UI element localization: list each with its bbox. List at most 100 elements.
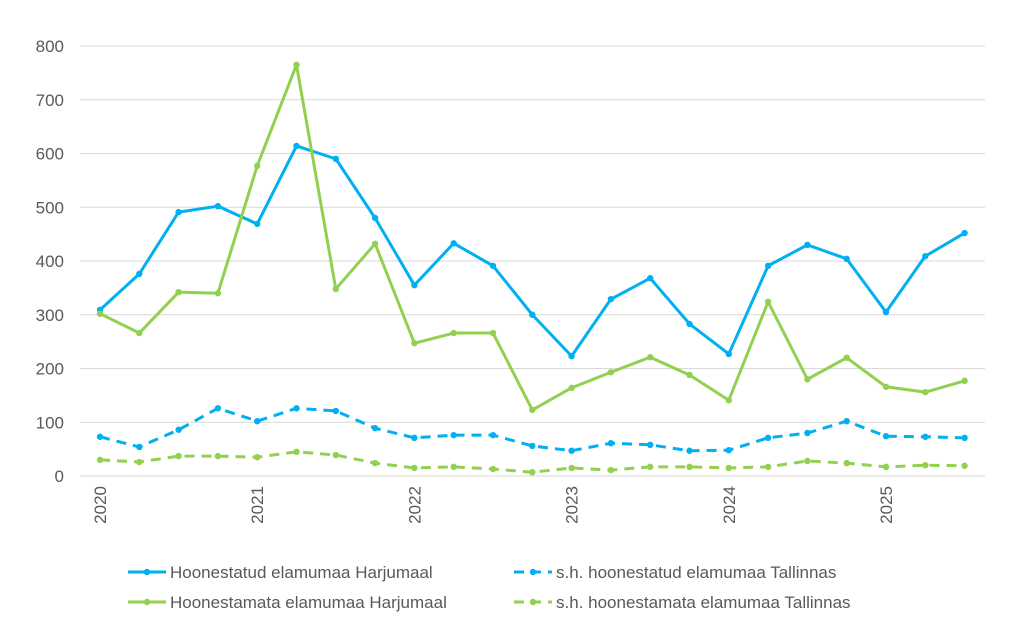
data-point [136, 270, 143, 278]
data-point [411, 434, 418, 442]
data-point [136, 329, 143, 337]
y-tick-label: 200 [36, 360, 64, 379]
data-point [882, 463, 890, 471]
x-tick-label: 2025 [877, 486, 896, 524]
data-point [725, 447, 732, 454]
data-point [922, 433, 929, 440]
y-tick-label: 300 [36, 306, 64, 325]
data-point [647, 463, 654, 471]
legend-label: s.h. hoonestatud elamumaa Tallinnas [556, 563, 836, 582]
data-point [332, 407, 339, 415]
data-point [489, 329, 497, 337]
data-point [293, 142, 300, 150]
data-point [843, 459, 850, 467]
legend-marker [143, 568, 151, 576]
data-point [961, 434, 968, 442]
data-point [254, 453, 261, 461]
data-point [922, 388, 929, 396]
data-point [647, 441, 654, 449]
data-point [293, 448, 300, 456]
data-point [764, 434, 772, 442]
legend-label: Hoonestamata elamumaa Harjumaal [170, 593, 447, 612]
gridlines [80, 45, 985, 477]
data-point [568, 464, 575, 472]
x-tick-label: 2023 [563, 486, 582, 524]
data-point [489, 465, 497, 473]
data-point [804, 376, 811, 383]
data-point [647, 275, 654, 282]
data-point [175, 452, 182, 460]
data-point [489, 431, 497, 439]
y-tick-label: 0 [55, 467, 64, 486]
data-point [529, 442, 536, 450]
series-line [99, 63, 966, 412]
y-tick-label: 500 [36, 198, 64, 217]
legend-marker [143, 598, 151, 606]
data-point [686, 463, 693, 471]
data-point [607, 440, 615, 447]
data-point [843, 417, 850, 425]
data-point [961, 377, 968, 385]
data-point [332, 155, 339, 163]
data-point [725, 464, 732, 472]
data-point [450, 463, 457, 471]
data-point [411, 340, 418, 347]
data-point [764, 298, 772, 306]
data-point [607, 369, 615, 376]
y-tick-label: 100 [36, 413, 64, 432]
data-point [332, 285, 339, 293]
data-point [843, 354, 850, 361]
data-point [96, 310, 104, 317]
data-point [254, 220, 261, 228]
y-tick-label: 700 [36, 91, 64, 110]
data-point [882, 433, 890, 440]
series-line [99, 406, 965, 453]
data-point [686, 447, 693, 454]
data-point [568, 352, 575, 360]
data-point [961, 462, 968, 469]
x-tick-label: 2024 [720, 486, 739, 524]
data-point [254, 162, 261, 170]
data-point [725, 397, 732, 404]
data-point [568, 384, 575, 392]
data-point [647, 354, 654, 361]
data-point [411, 281, 418, 289]
data-point [214, 405, 222, 412]
data-point [175, 288, 182, 296]
data-point [450, 240, 457, 247]
data-point [450, 431, 457, 439]
data-point [489, 262, 497, 270]
data-point [607, 466, 615, 474]
legend-marker [529, 598, 537, 606]
data-point [568, 447, 575, 454]
data-point [293, 61, 300, 69]
y-axis-ticks: 0 100 200 300 400 500 600 700 800 [36, 37, 64, 486]
x-tick-label: 2022 [405, 486, 424, 524]
legend-label: s.h. hoonestamata elamumaa Tallinnas [556, 593, 851, 612]
data-point [804, 429, 811, 437]
data-point [214, 452, 222, 460]
data-point [175, 208, 182, 216]
series-lines [96, 61, 968, 476]
data-point [450, 329, 457, 337]
data-point [293, 405, 300, 412]
data-point [371, 240, 379, 247]
data-point [843, 255, 850, 263]
data-point [804, 241, 811, 249]
data-point [529, 469, 536, 476]
data-point [961, 229, 968, 237]
data-point [882, 308, 890, 316]
data-point [804, 457, 811, 465]
data-point [371, 214, 379, 222]
data-point [332, 451, 339, 459]
data-point [607, 295, 615, 303]
x-axis-ticks: 2020 2021 2022 2023 2024 2025 [91, 486, 896, 524]
data-point [136, 458, 143, 466]
data-point [214, 290, 222, 297]
data-point [764, 463, 772, 471]
data-point [175, 426, 182, 433]
legend: Hoonestatud elamumaa Harjumaal s.h. hoone… [128, 563, 851, 612]
data-point [686, 371, 693, 379]
y-tick-label: 600 [36, 145, 64, 164]
